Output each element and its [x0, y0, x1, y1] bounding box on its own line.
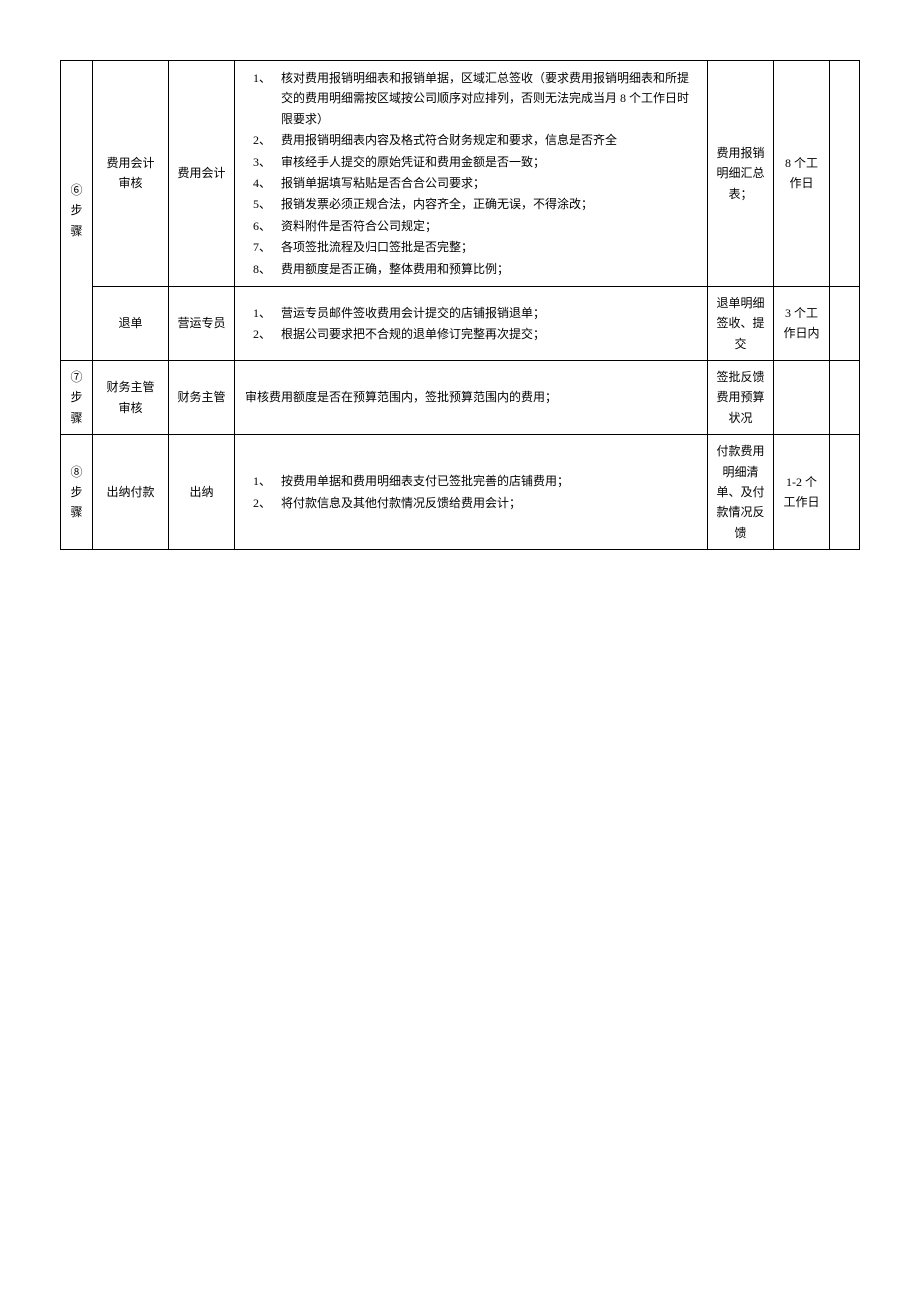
output-cell: 费用报销明细汇总表；	[708, 61, 774, 287]
table-row: ⑥步骤 费用会计审核 费用会计 1、核对费用报销明细表和报销单据，区域汇总签收（…	[61, 61, 860, 287]
list-item: 4、报销单据填写粘贴是否合合公司要求；	[253, 173, 699, 193]
detail-cell: 审核费用额度是否在预算范围内，签批预算范围内的费用；	[235, 361, 708, 435]
list-item: 8、费用额度是否正确，整体费用和预算比例；	[253, 259, 699, 279]
name-cell: 退单	[93, 286, 169, 360]
list-item: 7、各项签批流程及归口签批是否完整；	[253, 237, 699, 257]
list-item: 3、审核经手人提交的原始凭证和费用金额是否一致；	[253, 152, 699, 172]
table-row: ⑧步骤 出纳付款 出纳 1、按费用单据和费用明细表支付已签批完善的店铺费用； 2…	[61, 435, 860, 550]
detail-cell: 1、营运专员邮件签收费用会计提交的店铺报销退单； 2、根据公司要求把不合规的退单…	[235, 286, 708, 360]
step-cell: ⑧步骤	[61, 435, 93, 550]
table-row: 退单 营运专员 1、营运专员邮件签收费用会计提交的店铺报销退单； 2、根据公司要…	[61, 286, 860, 360]
detail-cell: 1、核对费用报销明细表和报销单据，区域汇总签收（要求费用报销明细表和所提交的费用…	[235, 61, 708, 287]
empty-cell	[830, 435, 860, 550]
detail-list: 1、营运专员邮件签收费用会计提交的店铺报销退单； 2、根据公司要求把不合规的退单…	[245, 303, 699, 345]
list-item: 2、将付款信息及其他付款情况反馈给费用会计；	[253, 493, 699, 513]
list-item: 5、报销发票必须正规合法，内容齐全，正确无误，不得涂改；	[253, 194, 699, 214]
name-cell: 财务主管审核	[93, 361, 169, 435]
name-cell: 出纳付款	[93, 435, 169, 550]
output-cell: 退单明细签收、提交	[708, 286, 774, 360]
time-cell: 1-2 个工作日	[774, 435, 830, 550]
list-item: 2、费用报销明细表内容及格式符合财务规定和要求，信息是否齐全	[253, 130, 699, 150]
output-cell: 签批反馈费用预算状况	[708, 361, 774, 435]
process-table: ⑥步骤 费用会计审核 费用会计 1、核对费用报销明细表和报销单据，区域汇总签收（…	[60, 60, 860, 550]
role-cell: 出纳	[169, 435, 235, 550]
table-row: ⑦步骤 财务主管审核 财务主管 审核费用额度是否在预算范围内，签批预算范围内的费…	[61, 361, 860, 435]
output-cell: 付款费用明细清单、及付款情况反馈	[708, 435, 774, 550]
name-cell: 费用会计审核	[93, 61, 169, 287]
time-cell	[774, 361, 830, 435]
detail-list: 1、按费用单据和费用明细表支付已签批完善的店铺费用； 2、将付款信息及其他付款情…	[245, 471, 699, 513]
role-cell: 营运专员	[169, 286, 235, 360]
time-cell: 3 个工作日内	[774, 286, 830, 360]
list-item: 1、营运专员邮件签收费用会计提交的店铺报销退单；	[253, 303, 699, 323]
detail-list: 1、核对费用报销明细表和报销单据，区域汇总签收（要求费用报销明细表和所提交的费用…	[245, 68, 699, 279]
time-cell: 8 个工作日	[774, 61, 830, 287]
empty-cell	[830, 61, 860, 287]
list-item: 6、资料附件是否符合公司规定；	[253, 216, 699, 236]
step-cell: ⑥步骤	[61, 61, 93, 361]
empty-cell	[830, 286, 860, 360]
role-cell: 费用会计	[169, 61, 235, 287]
list-item: 2、根据公司要求把不合规的退单修订完整再次提交；	[253, 324, 699, 344]
list-item: 1、按费用单据和费用明细表支付已签批完善的店铺费用；	[253, 471, 699, 491]
detail-cell: 1、按费用单据和费用明细表支付已签批完善的店铺费用； 2、将付款信息及其他付款情…	[235, 435, 708, 550]
empty-cell	[830, 361, 860, 435]
step-cell: ⑦步骤	[61, 361, 93, 435]
list-item: 1、核对费用报销明细表和报销单据，区域汇总签收（要求费用报销明细表和所提交的费用…	[253, 68, 699, 129]
role-cell: 财务主管	[169, 361, 235, 435]
